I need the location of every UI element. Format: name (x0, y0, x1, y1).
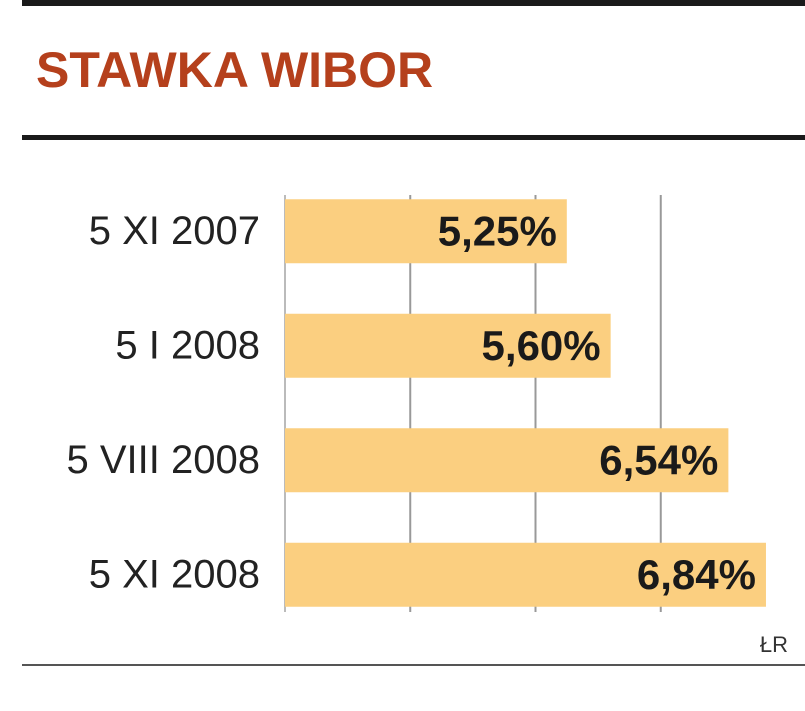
title-rule (22, 135, 805, 140)
value-label: 5,60% (482, 322, 601, 369)
y-tick-label: 5 I 2008 (115, 323, 260, 367)
top-rule (22, 0, 805, 6)
chart-title: STAWKA WIBOR (36, 42, 433, 98)
y-tick-label: 5 VIII 2008 (67, 438, 260, 482)
bar (285, 199, 567, 264)
bar (285, 428, 729, 493)
bar (285, 313, 611, 378)
y-tick-label: 5 XI 2008 (89, 552, 260, 596)
y-tick-label: 5 XI 2007 (89, 209, 260, 253)
value-label: 6,84% (637, 551, 756, 598)
source: ŁR (760, 632, 788, 657)
value-label: 5,25% (438, 207, 557, 254)
bar (285, 542, 766, 607)
value-label: 6,54% (599, 436, 718, 483)
